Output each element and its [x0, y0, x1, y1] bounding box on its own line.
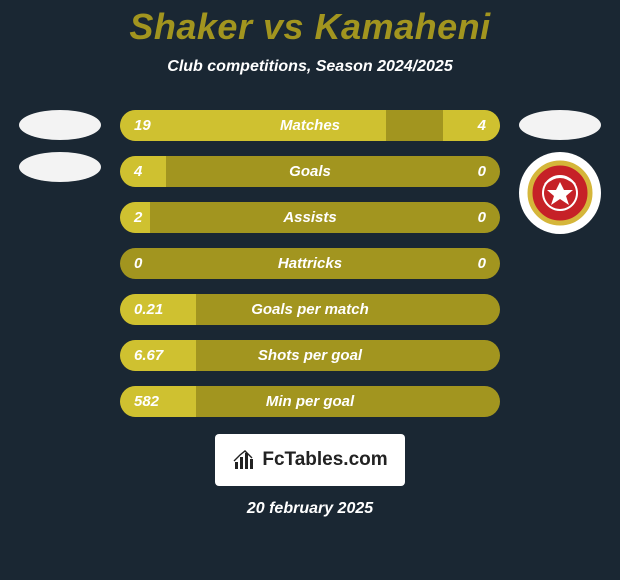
brand-text: FcTables.com: [262, 449, 387, 471]
footer-date: 20 february 2025: [0, 500, 620, 518]
stat-bar: 2Assists0: [120, 202, 500, 233]
club-badge: [519, 152, 601, 234]
stat-bars: 19Matches44Goals02Assists00Hattricks00.2…: [120, 110, 500, 417]
club-badge-placeholder: [519, 110, 601, 140]
badge-column-right: [500, 110, 620, 234]
stat-bar: 582Min per goal: [120, 386, 500, 417]
badge-column-left: [0, 110, 120, 182]
header: Shaker vs Kamaheni Club competitions, Se…: [0, 0, 620, 76]
club-badge-placeholder: [19, 152, 101, 182]
stat-bar: 6.67Shots per goal: [120, 340, 500, 371]
stat-label: Min per goal: [120, 393, 500, 410]
stat-value-right: 4: [478, 117, 486, 134]
stat-label: Goals: [120, 163, 500, 180]
stat-label: Hattricks: [120, 255, 500, 272]
title-player-right: Kamaheni: [315, 6, 491, 47]
stat-bar: 0.21Goals per match: [120, 294, 500, 325]
stat-value-right: 0: [478, 209, 486, 226]
stat-value-right: 0: [478, 163, 486, 180]
bar-chart-icon: [232, 448, 256, 472]
page-title: Shaker vs Kamaheni: [0, 6, 620, 48]
stat-bar: 4Goals0: [120, 156, 500, 187]
stat-value-right: 0: [478, 255, 486, 272]
brand-logo[interactable]: FcTables.com: [215, 434, 405, 486]
stat-label: Shots per goal: [120, 347, 500, 364]
stat-bar: 19Matches4: [120, 110, 500, 141]
title-vs: vs: [263, 6, 304, 47]
stat-label: Assists: [120, 209, 500, 226]
stat-bar: 0Hattricks0: [120, 248, 500, 279]
club-crest-icon: [525, 158, 595, 228]
club-badge-placeholder: [19, 110, 101, 140]
stat-label: Matches: [120, 117, 500, 134]
stat-label: Goals per match: [120, 301, 500, 318]
content: 19Matches44Goals02Assists00Hattricks00.2…: [0, 110, 620, 417]
title-player-left: Shaker: [129, 6, 252, 47]
subtitle: Club competitions, Season 2024/2025: [0, 58, 620, 76]
